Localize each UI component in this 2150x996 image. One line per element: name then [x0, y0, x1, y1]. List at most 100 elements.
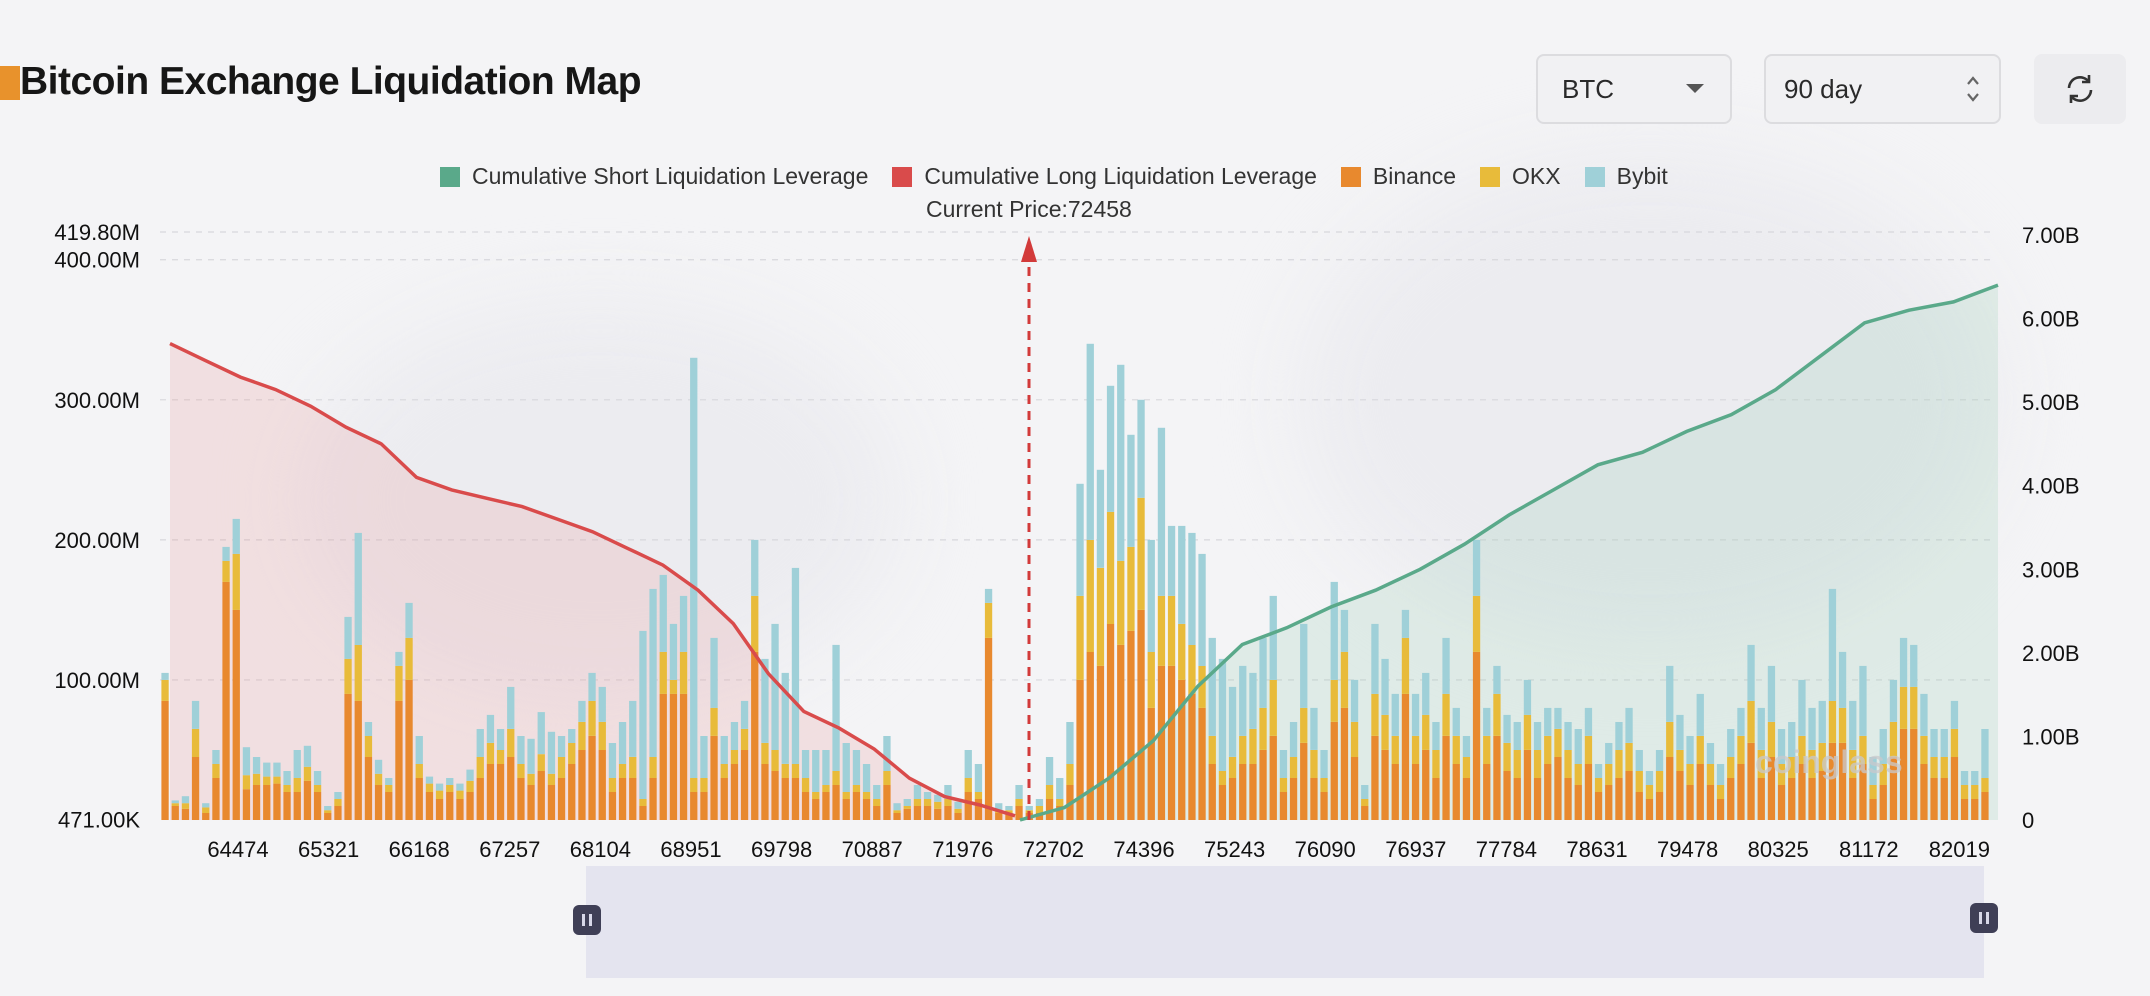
bar-binance	[1279, 792, 1288, 820]
bar-bybit	[191, 700, 200, 729]
bar-bybit	[1218, 658, 1227, 771]
bar-bybit	[181, 796, 190, 804]
bar-binance	[405, 679, 413, 820]
zoom-slider[interactable]	[586, 866, 1984, 978]
bar-okx	[1971, 785, 1979, 799]
bar-okx	[1239, 736, 1247, 764]
bar-bybit	[1910, 644, 1918, 687]
bar-binance	[923, 806, 932, 820]
title-accent	[0, 66, 20, 100]
bar-bybit	[486, 714, 495, 743]
bar-bybit	[578, 700, 586, 722]
bar-bybit	[1859, 665, 1867, 736]
bar-binance	[232, 609, 240, 820]
bar-okx	[395, 665, 403, 701]
bar-binance	[964, 792, 972, 820]
bar-binance	[1523, 750, 1532, 820]
bar-okx	[1330, 679, 1338, 722]
bar-bybit	[466, 769, 474, 781]
bar-okx	[1483, 736, 1491, 764]
legend-label: Cumulative Short Liquidation Leverage	[472, 163, 869, 189]
bar-okx	[1157, 595, 1166, 666]
bar-okx	[1340, 651, 1349, 708]
bar-binance	[1035, 813, 1044, 820]
slider-handle-left[interactable]	[573, 905, 601, 935]
bar-binance	[1117, 644, 1125, 820]
bar-bybit	[1523, 679, 1532, 715]
bar-binance	[1493, 736, 1501, 820]
bar-okx	[1686, 764, 1694, 785]
bar-bybit	[852, 750, 861, 785]
short-liquidation-line	[1019, 283, 1999, 822]
legend-binance[interactable]: Binance	[1340, 163, 1456, 190]
range-select[interactable]: 90 day	[1764, 54, 2001, 124]
bar-binance	[1249, 764, 1257, 820]
bar-binance	[649, 778, 657, 820]
bar-okx	[222, 560, 230, 582]
bar-okx	[1879, 764, 1887, 785]
legend-okx[interactable]: OKX	[1480, 163, 1561, 190]
bar-binance	[395, 700, 403, 820]
bar-okx	[1605, 764, 1613, 785]
current-price-arrow	[1021, 236, 1037, 262]
bar-binance	[1930, 778, 1938, 820]
refresh-button[interactable]	[2034, 54, 2126, 124]
bar-binance	[913, 806, 922, 820]
bar-bybit	[659, 574, 667, 652]
bar-okx	[1503, 743, 1511, 771]
bar-bybit	[1960, 771, 1969, 785]
legend-bybit[interactable]: Bybit	[1584, 163, 1668, 190]
legend-short-leverage[interactable]: Cumulative Short Liquidation Leverage	[440, 163, 868, 190]
bar-binance	[263, 785, 271, 820]
x-tick-label: 76937	[1385, 837, 1446, 862]
bar-bybit	[751, 539, 759, 596]
bar-bybit	[1737, 707, 1745, 736]
bar-bybit	[1950, 700, 1959, 729]
bar-okx	[588, 700, 596, 736]
bar-bybit	[984, 588, 993, 603]
bar-okx	[659, 651, 667, 694]
bar-okx	[1289, 757, 1298, 778]
bar-binance	[1239, 764, 1247, 820]
bar-okx	[1666, 722, 1674, 757]
bar-bybit	[1391, 693, 1399, 736]
bar-bybit	[435, 783, 444, 791]
coin-select[interactable]: BTC	[1536, 54, 1732, 124]
bar-binance	[1533, 778, 1542, 820]
slider-handle-right[interactable]	[1970, 903, 1998, 933]
bar-binance	[1137, 609, 1145, 820]
bar-okx	[690, 778, 698, 792]
bar-binance	[1432, 778, 1440, 820]
bar-bybit	[1056, 778, 1064, 799]
bar-bybit	[1645, 771, 1654, 785]
bar-binance	[893, 813, 901, 820]
bar-bybit	[1076, 483, 1084, 596]
bar-bybit	[730, 722, 739, 750]
bar-binance	[1452, 764, 1460, 820]
bar-binance	[903, 808, 911, 820]
bar-binance	[181, 808, 190, 820]
y-left-tick-label: 200.00M	[54, 528, 140, 553]
bar-okx	[1655, 771, 1664, 792]
bar-bybit	[212, 750, 220, 764]
x-tick-label: 71976	[932, 837, 993, 862]
bar-bybit	[1279, 750, 1288, 778]
bar-bybit	[944, 785, 952, 799]
bar-bybit	[1971, 771, 1979, 785]
bar-okx	[1178, 623, 1186, 680]
bar-binance	[629, 778, 637, 820]
bar-bybit	[1300, 623, 1308, 708]
long-liquidation-line	[169, 342, 1016, 818]
legend-long-leverage[interactable]: Cumulative Long Liquidation Leverage	[892, 163, 1317, 190]
watermark-logo: coinglass	[1755, 744, 1903, 780]
bar-binance	[700, 792, 708, 820]
bar-binance	[954, 813, 962, 820]
bar-okx	[1106, 511, 1115, 624]
bar-binance	[1706, 785, 1715, 820]
bar-bybit	[1564, 722, 1572, 750]
bar-okx	[1066, 764, 1074, 785]
bar-binance	[883, 785, 891, 820]
bar-binance	[791, 778, 800, 820]
bar-bybit	[740, 700, 749, 729]
y-right-tick-label: 4.00B	[2022, 474, 2080, 499]
